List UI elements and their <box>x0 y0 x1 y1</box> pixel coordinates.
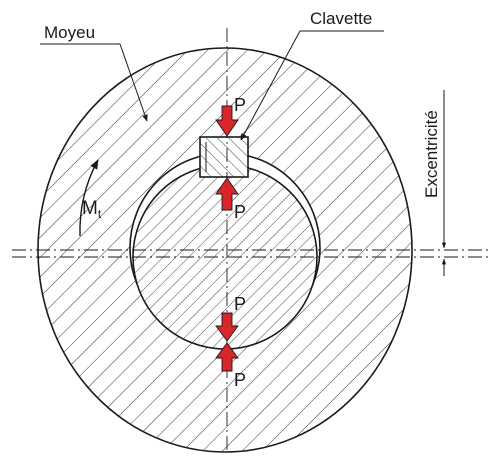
key-callout: Clavette <box>240 9 384 141</box>
force-label-key-bottom: P <box>234 202 246 222</box>
torque-indicator: Mt <box>79 159 102 237</box>
force-arrow-key-bottom: P <box>215 177 246 222</box>
center-lines <box>12 28 490 450</box>
hub-callout: Moyeu <box>40 23 148 122</box>
torque-label: Mt <box>82 198 102 221</box>
eccentricity-dimension: Excentricité <box>422 90 447 276</box>
key <box>199 136 249 178</box>
eccentricity-label: Excentricité <box>422 110 441 198</box>
force-label-key-top: P <box>234 95 246 115</box>
force-label-low-bottom: P <box>234 370 246 390</box>
force-label-low-top: P <box>234 294 246 314</box>
key-label: Clavette <box>310 9 372 28</box>
force-arrow-low-top: P <box>215 294 246 342</box>
force-arrow-low-bottom: P <box>215 342 246 390</box>
hub-label: Moyeu <box>44 23 95 42</box>
force-arrow-key-top: P <box>215 95 246 137</box>
